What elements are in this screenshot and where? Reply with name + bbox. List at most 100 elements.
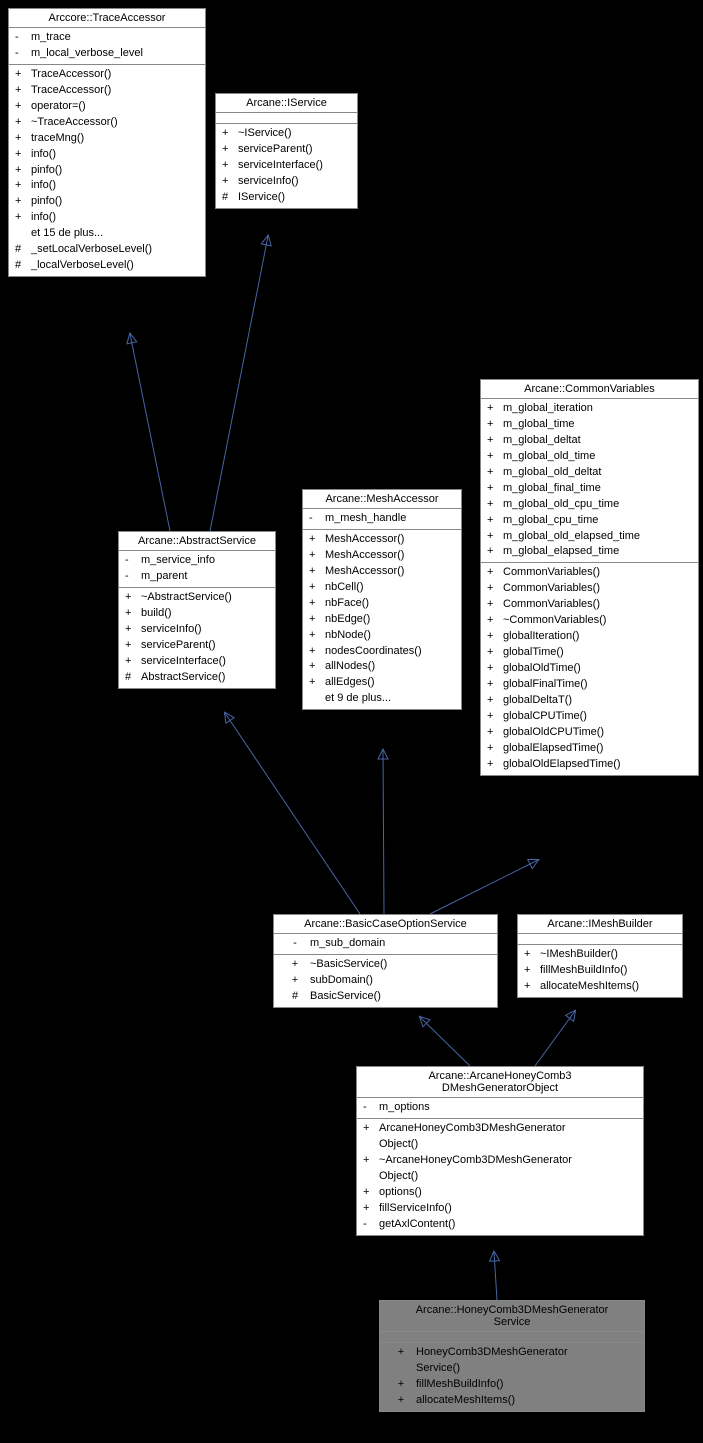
- attributes-section: +m_global_iteration+m_global_time+m_glob…: [481, 399, 698, 563]
- member-row: -m_sub_domain: [274, 936, 497, 952]
- methods-section: +~AbstractService()+build()+serviceInfo(…: [119, 588, 275, 688]
- member-row: -m_options: [357, 1100, 643, 1116]
- class-node-iservice[interactable]: Arcane::IService+~IService()+servicePare…: [215, 93, 358, 209]
- method-row: +~AbstractService(): [119, 590, 275, 606]
- method-row: #_setLocalVerboseLevel(): [9, 242, 205, 258]
- method-row: +serviceInterface(): [119, 654, 275, 670]
- attributes-section: -m_mesh_handle: [303, 509, 461, 530]
- class-node-basicCaseOption[interactable]: Arcane::BasicCaseOptionService-m_sub_dom…: [273, 914, 498, 1008]
- method-row: -getAxlContent(): [357, 1217, 643, 1233]
- method-row: et 9 de plus...: [303, 691, 461, 707]
- method-row: +ArcaneHoneyComb3DMeshGeneratorObject(): [357, 1121, 643, 1153]
- method-row: +CommonVariables(): [481, 565, 698, 581]
- method-row: +~IService(): [216, 126, 357, 142]
- class-title: Arcane::ArcaneHoneyComb3DMeshGeneratorOb…: [357, 1067, 643, 1098]
- class-node-traceAccessor[interactable]: Arccore::TraceAccessor-m_trace-m_local_v…: [8, 8, 206, 277]
- method-row: +~CommonVariables(): [481, 613, 698, 629]
- method-row: #AbstractService(): [119, 670, 275, 686]
- method-row: +CommonVariables(): [481, 581, 698, 597]
- member-row: -m_mesh_handle: [303, 511, 461, 527]
- methods-section: +MeshAccessor()+MeshAccessor()+MeshAcces…: [303, 530, 461, 709]
- method-row: #BasicService(): [274, 989, 497, 1005]
- method-row: +serviceParent(): [216, 142, 357, 158]
- method-row: +nbFace(): [303, 596, 461, 612]
- empty-section: [216, 113, 357, 124]
- methods-section: +ArcaneHoneyComb3DMeshGeneratorObject()+…: [357, 1119, 643, 1235]
- class-node-meshAccessor[interactable]: Arcane::MeshAccessor-m_mesh_handle+MeshA…: [302, 489, 462, 710]
- empty-section: [518, 934, 682, 945]
- class-node-imeshBuilder[interactable]: Arcane::IMeshBuilder+~IMeshBuilder()+fil…: [517, 914, 683, 998]
- methods-section: +TraceAccessor()+TraceAccessor()+operato…: [9, 65, 205, 276]
- member-row: +m_global_old_deltat: [481, 465, 698, 481]
- method-row: +~ArcaneHoneyComb3DMeshGeneratorObject(): [357, 1153, 643, 1185]
- method-row: +TraceAccessor(): [9, 67, 205, 83]
- empty-section: [380, 1332, 644, 1343]
- class-title: Arcane::IMeshBuilder: [518, 915, 682, 934]
- method-row: +MeshAccessor(): [303, 564, 461, 580]
- method-row: +pinfo(): [9, 163, 205, 179]
- method-row: +globalElapsedTime(): [481, 741, 698, 757]
- method-row: +TraceAccessor(): [9, 83, 205, 99]
- member-row: -m_service_info: [119, 553, 275, 569]
- method-row: +~BasicService(): [274, 957, 497, 973]
- class-title: Arcane::AbstractService: [119, 532, 275, 551]
- inheritance-edge: [494, 1252, 497, 1300]
- inheritance-edge: [383, 750, 384, 914]
- member-row: +m_global_cpu_time: [481, 513, 698, 529]
- class-title: Arcane::IService: [216, 94, 357, 113]
- class-title: Arccore::TraceAccessor: [9, 9, 205, 28]
- method-row: +globalIteration(): [481, 629, 698, 645]
- member-row: +m_global_old_elapsed_time: [481, 529, 698, 545]
- method-row: et 15 de plus...: [9, 226, 205, 242]
- method-row: #IService(): [216, 190, 357, 206]
- inheritance-edge: [430, 860, 538, 914]
- method-row: +nbNode(): [303, 628, 461, 644]
- method-row: +nbCell(): [303, 580, 461, 596]
- method-row: +build(): [119, 606, 275, 622]
- class-node-abstractService[interactable]: Arcane::AbstractService-m_service_info-m…: [118, 531, 276, 689]
- class-title: Arcane::BasicCaseOptionService: [274, 915, 497, 934]
- class-node-commonVars[interactable]: Arcane::CommonVariables+m_global_iterati…: [480, 379, 699, 776]
- method-row: #_localVerboseLevel(): [9, 258, 205, 274]
- method-row: +fillServiceInfo(): [357, 1201, 643, 1217]
- attributes-section: -m_service_info-m_parent: [119, 551, 275, 588]
- method-row: +~IMeshBuilder(): [518, 947, 682, 963]
- inheritance-edge: [420, 1017, 470, 1066]
- method-row: +CommonVariables(): [481, 597, 698, 613]
- method-row: +allEdges(): [303, 675, 461, 691]
- method-row: +MeshAccessor(): [303, 548, 461, 564]
- method-row: +~TraceAccessor(): [9, 115, 205, 131]
- inheritance-edge: [225, 713, 360, 914]
- class-node-honeycombSvc[interactable]: Arcane::HoneyComb3DMeshGeneratorService+…: [379, 1300, 645, 1412]
- methods-section: +~IService()+serviceParent()+serviceInte…: [216, 124, 357, 208]
- member-row: +m_global_old_cpu_time: [481, 497, 698, 513]
- method-row: +globalOldCPUTime(): [481, 725, 698, 741]
- method-row: +globalOldElapsedTime(): [481, 757, 698, 773]
- class-node-honeycombObj[interactable]: Arcane::ArcaneHoneyComb3DMeshGeneratorOb…: [356, 1066, 644, 1236]
- method-row: +globalOldTime(): [481, 661, 698, 677]
- member-row: +m_global_time: [481, 417, 698, 433]
- member-row: +m_global_iteration: [481, 401, 698, 417]
- member-row: +m_global_elapsed_time: [481, 544, 698, 560]
- member-row: +m_global_final_time: [481, 481, 698, 497]
- method-row: +fillMeshBuildInfo(): [518, 963, 682, 979]
- method-row: +globalFinalTime(): [481, 677, 698, 693]
- attributes-section: -m_sub_domain: [274, 934, 497, 955]
- method-row: +info(): [9, 178, 205, 194]
- method-row: +HoneyComb3DMeshGeneratorService(): [380, 1345, 644, 1377]
- member-row: -m_parent: [119, 569, 275, 585]
- method-row: +info(): [9, 147, 205, 163]
- attributes-section: -m_options: [357, 1098, 643, 1119]
- method-row: +serviceInfo(): [119, 622, 275, 638]
- methods-section: +CommonVariables()+CommonVariables()+Com…: [481, 563, 698, 774]
- class-title: Arcane::HoneyComb3DMeshGeneratorService: [380, 1301, 644, 1332]
- class-title: Arcane::CommonVariables: [481, 380, 698, 399]
- method-row: +serviceInterface(): [216, 158, 357, 174]
- method-row: +pinfo(): [9, 194, 205, 210]
- methods-section: +HoneyComb3DMeshGeneratorService()+fillM…: [380, 1343, 644, 1411]
- method-row: +allocateMeshItems(): [380, 1393, 644, 1409]
- method-row: +allocateMeshItems(): [518, 979, 682, 995]
- method-row: +serviceInfo(): [216, 174, 357, 190]
- member-row: +m_global_deltat: [481, 433, 698, 449]
- method-row: +operator=(): [9, 99, 205, 115]
